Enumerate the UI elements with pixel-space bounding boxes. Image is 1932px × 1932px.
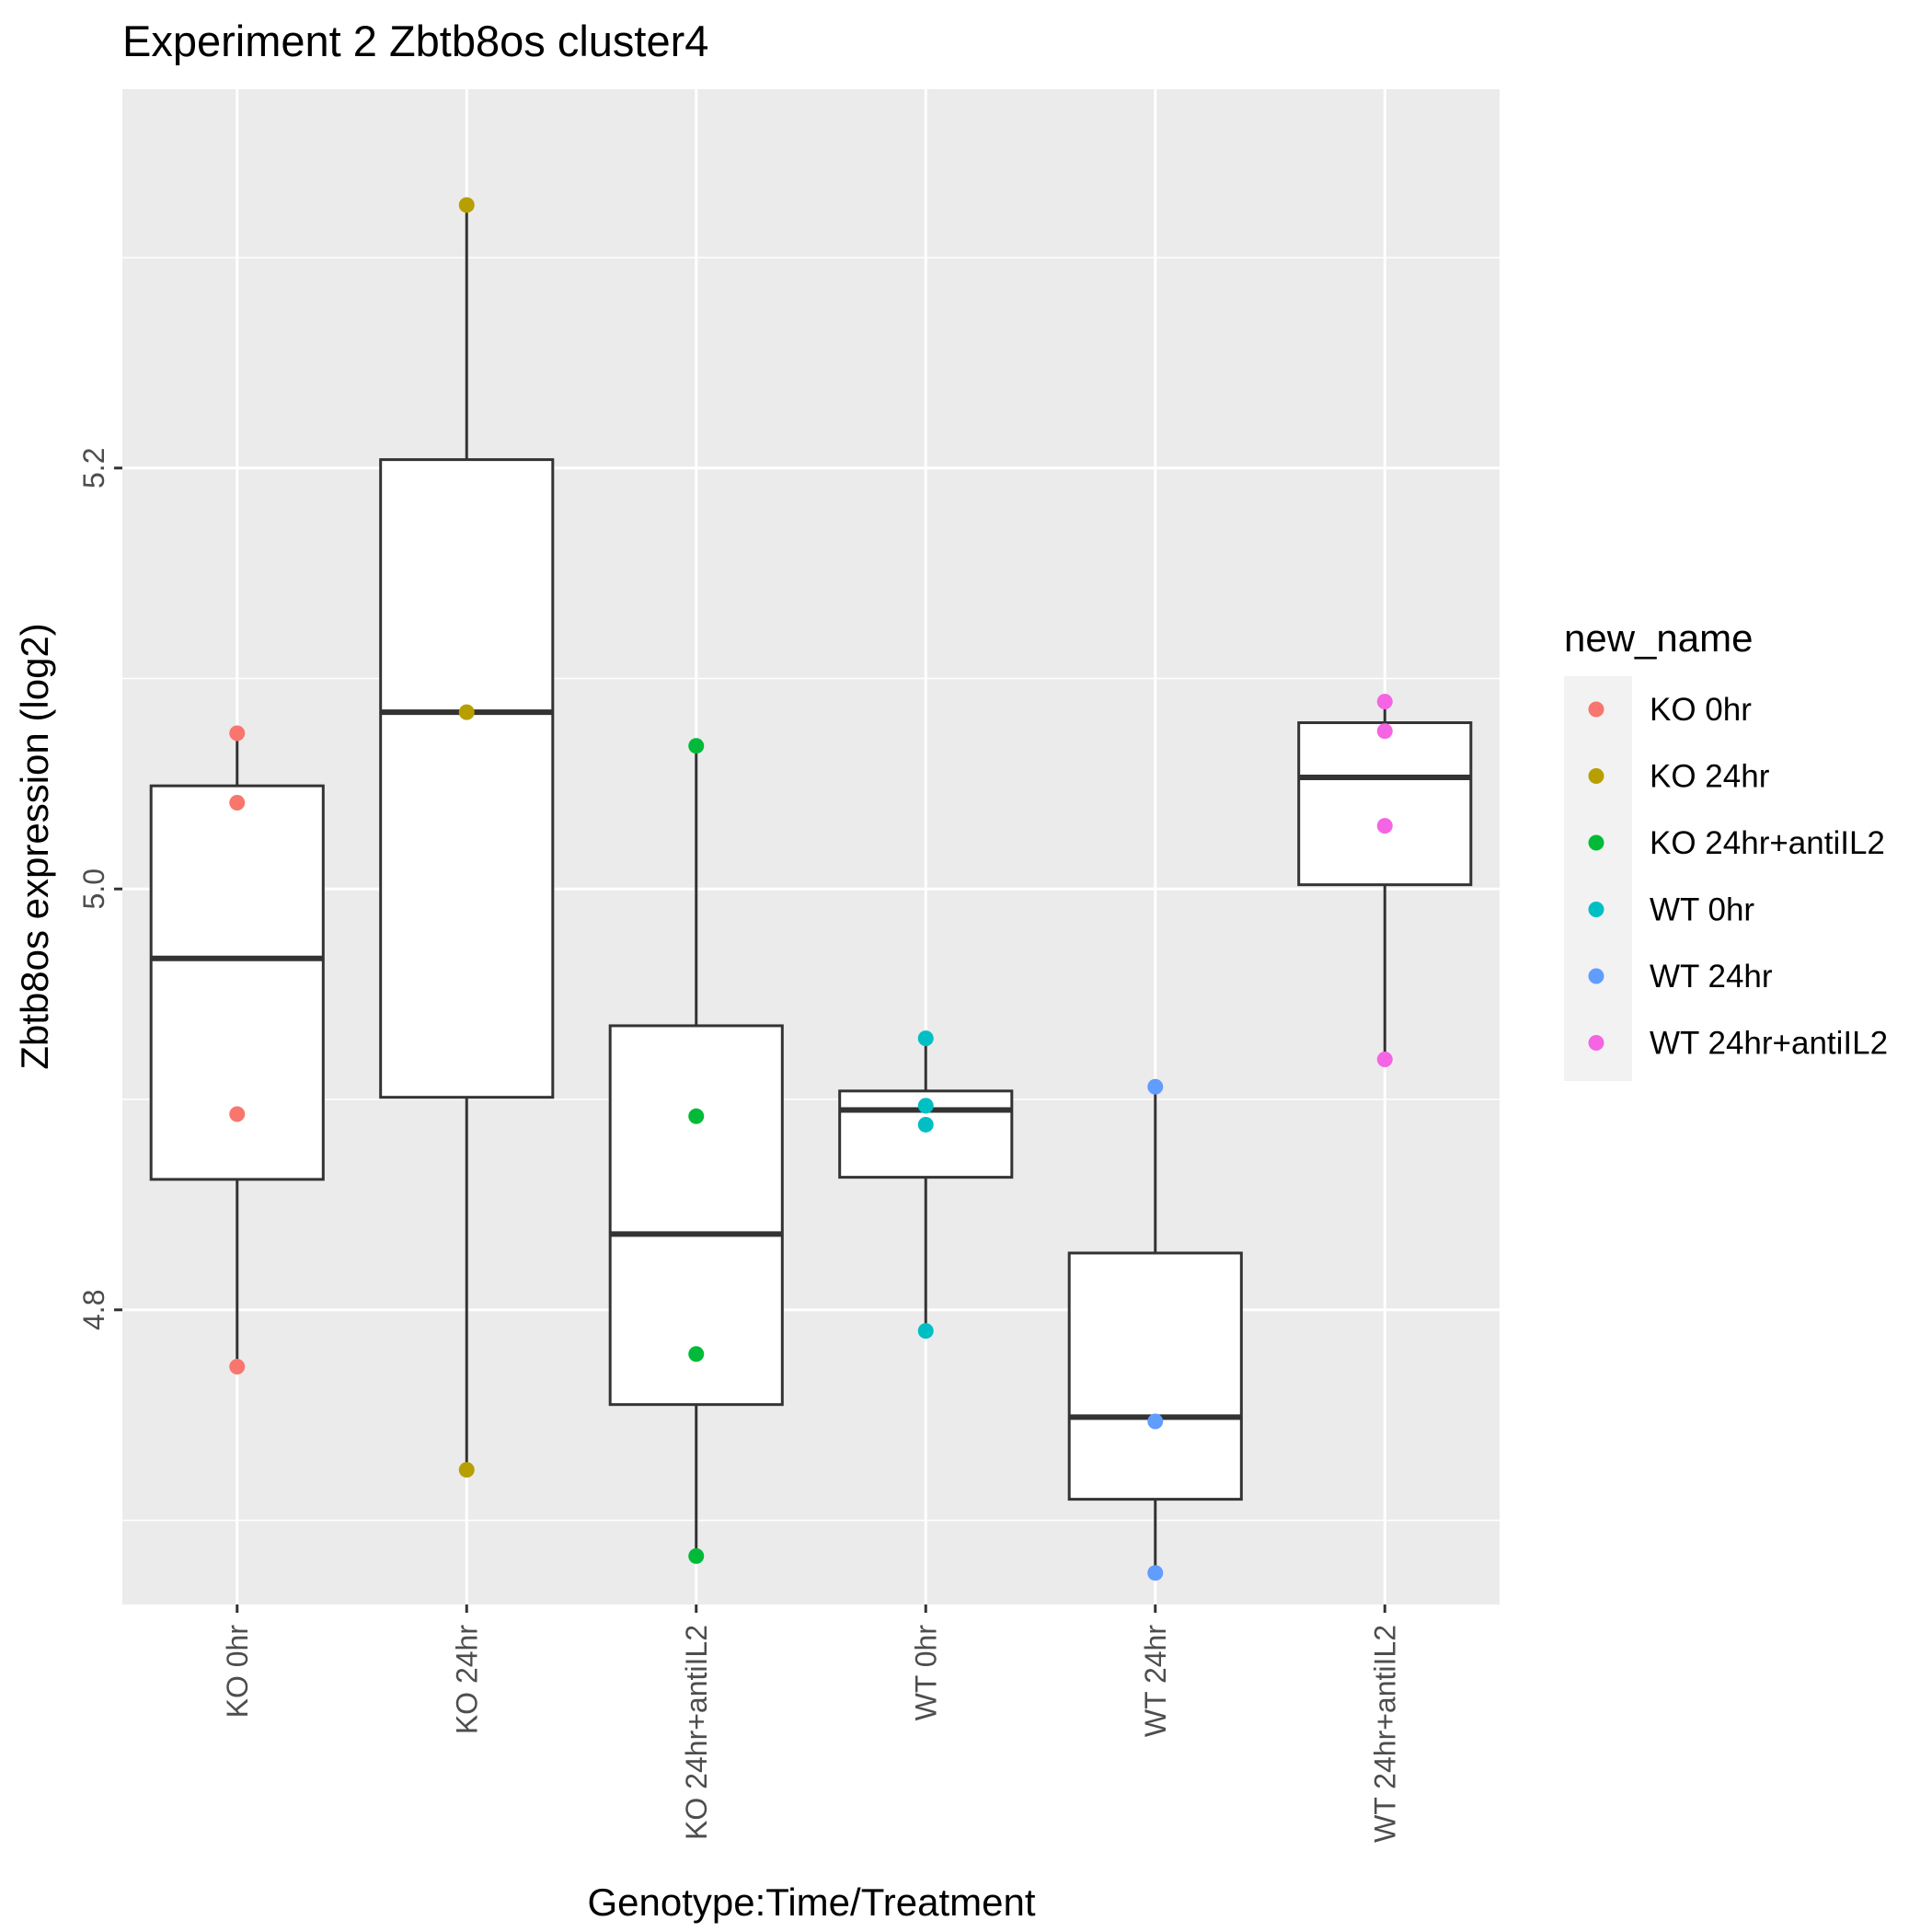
data-point bbox=[458, 1462, 475, 1478]
axes: 4.8 5.0 5.2 KO 0hr KO 24hr KO 24hr+antiIL2 WT … bbox=[77, 448, 1401, 1843]
legend-key bbox=[1588, 968, 1604, 984]
data-point bbox=[229, 794, 246, 811]
data-points bbox=[229, 197, 1393, 1581]
data-point bbox=[1147, 1078, 1164, 1095]
box bbox=[1297, 721, 1473, 887]
data-point bbox=[917, 1323, 934, 1340]
data-point bbox=[1147, 1565, 1164, 1581]
legend-key bbox=[1588, 902, 1604, 917]
boxplots bbox=[149, 204, 1473, 1573]
x-tick-label: KO 24hr bbox=[450, 1625, 483, 1735]
boxplot bbox=[1067, 1087, 1243, 1573]
legend-label: KO 24hr+antiIL2 bbox=[1650, 825, 1885, 861]
legend: new_name KO 0hr KO 24hr KO 24hr+antiIL2 WT … bbox=[1564, 616, 1888, 1081]
data-point bbox=[1376, 723, 1393, 740]
data-point bbox=[229, 1106, 246, 1122]
data-point bbox=[688, 1108, 705, 1124]
x-tick-label: KO 24hr+antiIL2 bbox=[680, 1625, 713, 1840]
boxplot bbox=[379, 204, 555, 1470]
legend-label: WT 0hr bbox=[1650, 892, 1754, 928]
box bbox=[379, 458, 555, 1099]
data-point bbox=[688, 1547, 705, 1564]
box bbox=[608, 1024, 784, 1407]
legend-title: new_name bbox=[1564, 616, 1753, 660]
legend-key bbox=[1588, 834, 1604, 851]
plot-panel bbox=[122, 89, 1500, 1604]
y-axis-title: Zbtb8os expression (log2) bbox=[13, 623, 56, 1070]
data-point bbox=[917, 1116, 934, 1133]
data-point bbox=[688, 1346, 705, 1363]
x-tick-label: KO 0hr bbox=[221, 1625, 254, 1719]
box bbox=[1067, 1251, 1243, 1501]
data-point bbox=[229, 1359, 246, 1375]
legend-key bbox=[1588, 1035, 1604, 1051]
legend-key bbox=[1588, 768, 1604, 784]
x-axis-title: Genotype:Time/Treatment bbox=[587, 1880, 1035, 1924]
data-point bbox=[1376, 818, 1393, 834]
data-point bbox=[458, 197, 475, 213]
x-tick-label: WT 24hr bbox=[1139, 1625, 1172, 1737]
legend-key bbox=[1588, 701, 1604, 718]
legend-label: KO 0hr bbox=[1650, 692, 1752, 728]
x-tick-label: WT 24hr+antiIL2 bbox=[1368, 1625, 1401, 1843]
data-point bbox=[1147, 1413, 1164, 1430]
x-tick-label: WT 0hr bbox=[909, 1625, 942, 1721]
chart-title: Experiment 2 Zbtb8os cluster4 bbox=[122, 17, 708, 65]
y-tick-label: 5.2 bbox=[77, 448, 110, 489]
y-tick-label: 4.8 bbox=[77, 1290, 110, 1330]
legend-label: WT 24hr+antiIL2 bbox=[1650, 1026, 1888, 1062]
data-point bbox=[688, 738, 705, 754]
boxplot bbox=[1297, 701, 1473, 1060]
boxplot bbox=[608, 745, 784, 1557]
data-point bbox=[917, 1030, 934, 1047]
legend-key-background bbox=[1564, 676, 1632, 1081]
legend-label: KO 24hr bbox=[1650, 759, 1770, 795]
y-tick-label: 5.0 bbox=[77, 868, 110, 909]
legend-label: WT 24hr bbox=[1650, 959, 1773, 995]
data-point bbox=[917, 1098, 934, 1114]
data-point bbox=[229, 725, 246, 742]
data-point bbox=[1376, 694, 1393, 710]
data-point bbox=[1376, 1052, 1393, 1068]
data-point bbox=[458, 704, 475, 720]
